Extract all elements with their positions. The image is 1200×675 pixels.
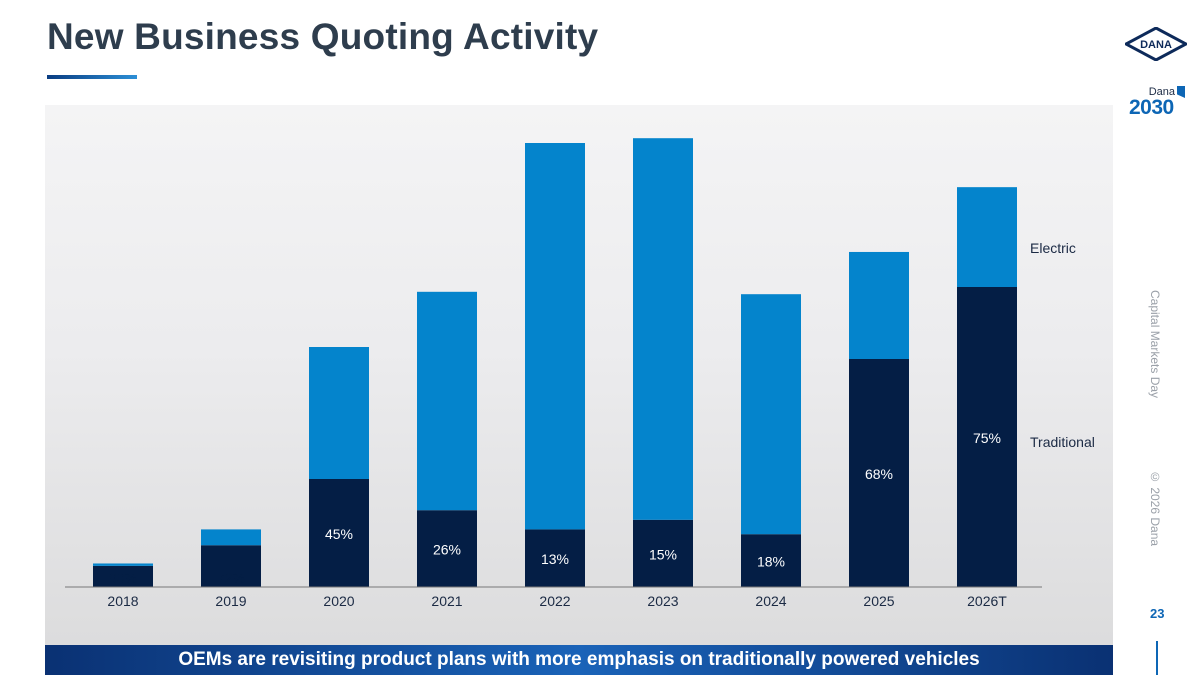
bar-electric-2024 [741, 294, 801, 535]
title-underline [47, 75, 137, 79]
stacked-bar-chart: 90% 2018 72% 2019 45% 2020 26% 2021 13% 2022 15% 20… [65, 138, 1095, 609]
data-label-2018: 90% [109, 570, 137, 586]
page-accent-bar [1156, 641, 1158, 675]
dana-logo: DANA [1125, 27, 1187, 61]
bar-traditional-2018 [93, 565, 153, 587]
x-tick-label-2025: 2025 [863, 593, 894, 609]
bar-electric-2018 [93, 563, 153, 566]
bar-traditional-2020 [309, 479, 369, 587]
page-title: New Business Quoting Activity [47, 16, 599, 57]
bar-electric-2023 [633, 138, 693, 520]
bar-traditional-2023 [633, 519, 693, 587]
bar-electric-2025 [849, 251, 909, 359]
bar-traditional-2026T [957, 287, 1017, 587]
event-label: Capital Markets Day [1148, 290, 1162, 399]
data-label-2021: 26% [433, 542, 461, 558]
bar-traditional-2021 [417, 510, 477, 587]
x-tick-label-2020: 2020 [323, 593, 354, 609]
legend-traditional: Traditional [1030, 434, 1095, 450]
x-tick-label-2023: 2023 [647, 593, 678, 609]
dana-2030-badge: Dana 2030 [1127, 84, 1187, 124]
legend-electric: Electric [1030, 240, 1076, 256]
logo-text: DANA [1140, 39, 1172, 51]
chart-panel: 90% 2018 72% 2019 45% 2020 26% 2021 13% 2022 15% 20… [45, 105, 1113, 645]
data-label-2022: 13% [541, 551, 569, 567]
data-label-2020: 45% [325, 526, 353, 542]
flag-icon [1177, 86, 1185, 98]
data-label-2024: 18% [757, 554, 785, 570]
page-number: 23 [1150, 606, 1165, 621]
data-label-2023: 15% [649, 546, 677, 562]
bar-traditional-2022 [525, 529, 585, 587]
bar-electric-2019 [201, 529, 261, 546]
x-tick-label-2022: 2022 [539, 593, 570, 609]
data-label-2026T: 75% [973, 430, 1001, 446]
bar-electric-2021 [417, 291, 477, 511]
bar-electric-2022 [525, 143, 585, 530]
badge-big-text: 2030 [1129, 96, 1174, 119]
badge-small-text: Dana [1148, 86, 1175, 98]
bar-electric-2026T [957, 187, 1017, 287]
x-tick-label-2026T: 2026T [967, 593, 1007, 609]
bar-traditional-2024 [741, 534, 801, 587]
x-tick-label-2024: 2024 [755, 593, 786, 609]
copyright-label: © 2026 Dana [1148, 470, 1162, 547]
x-tick-label-2018: 2018 [107, 593, 138, 609]
bar-electric-2020 [309, 347, 369, 479]
data-label-2025: 68% [865, 466, 893, 482]
x-tick-label-2019: 2019 [215, 593, 246, 609]
bar-traditional-2019 [201, 545, 261, 587]
bar-traditional-2025 [849, 359, 909, 587]
takeaway-banner: OEMs are revisiting product plans with m… [45, 645, 1113, 675]
x-tick-label-2021: 2021 [431, 593, 462, 609]
data-label-2019: 72% [217, 570, 245, 586]
